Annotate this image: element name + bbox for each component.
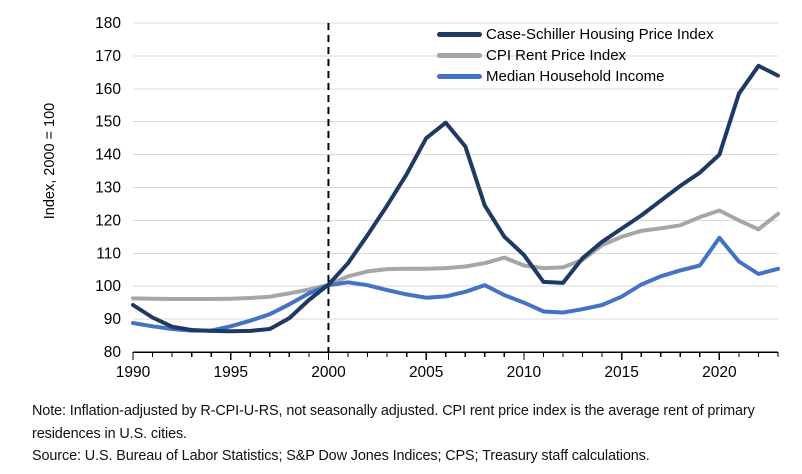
note-text: Note: Inflation-adjusted by R-CPI-U-RS, … (32, 403, 755, 442)
line-chart-canvas: 80 90 100 110 120 130 140 150 160 170 180 1990 1995 2… (95, 15, 780, 381)
legend-line-swatch-case-schiller (437, 32, 482, 37)
legend-line-swatch-cpi-rent (437, 53, 482, 58)
svg-text:150: 150 (95, 114, 121, 131)
svg-text:2000: 2000 (311, 364, 346, 381)
x-tick-labels: 1990 1995 2000 2005 2010 2015 2020 (116, 364, 737, 381)
chart-area: 80 90 100 110 120 130 140 150 160 170 180 1990 1995 2… (42, 15, 780, 381)
svg-text:2005: 2005 (409, 364, 443, 381)
svg-text:170: 170 (95, 48, 121, 65)
svg-text:180: 180 (95, 15, 121, 32)
chart-legend: Case-Schiller Housing Price Index CPI Re… (437, 24, 714, 87)
y-axis-title: Index, 2000 = 100 (42, 102, 58, 220)
legend-item-median-income: Median Household Income (437, 66, 714, 87)
svg-text:130: 130 (95, 180, 121, 197)
svg-text:1995: 1995 (213, 364, 247, 381)
legend-item-cpi-rent: CPI Rent Price Index (437, 45, 714, 66)
svg-text:80: 80 (104, 344, 122, 361)
svg-text:2015: 2015 (604, 364, 638, 381)
y-tick-labels: 80 90 100 110 120 130 140 150 160 170 180 (95, 15, 121, 361)
svg-text:110: 110 (96, 245, 121, 262)
legend-line-swatch-median-income (437, 74, 482, 79)
legend-label: Median Household Income (486, 68, 665, 85)
svg-text:100: 100 (95, 278, 121, 295)
svg-text:2020: 2020 (702, 364, 737, 381)
svg-text:120: 120 (95, 212, 121, 229)
svg-text:140: 140 (95, 147, 121, 164)
svg-text:1990: 1990 (116, 364, 151, 381)
source-text: Source: U.S. Bureau of Labor Statistics;… (32, 448, 650, 464)
series-line-median-household-income (131, 235, 780, 333)
legend-label: CPI Rent Price Index (486, 47, 627, 64)
series-line-case-schiller-housing-price-index (131, 63, 780, 334)
legend-item-case-schiller: Case-Schiller Housing Price Index (437, 24, 714, 45)
footnotes: Note: Inflation-adjusted by R-CPI-U-RS, … (32, 400, 778, 468)
svg-text:2010: 2010 (507, 364, 542, 381)
svg-text:90: 90 (104, 311, 122, 328)
svg-text:160: 160 (95, 81, 121, 98)
legend-label: Case-Schiller Housing Price Index (486, 26, 714, 43)
x-axis (132, 351, 779, 360)
series-line-cpi-rent-price-index (131, 208, 780, 301)
